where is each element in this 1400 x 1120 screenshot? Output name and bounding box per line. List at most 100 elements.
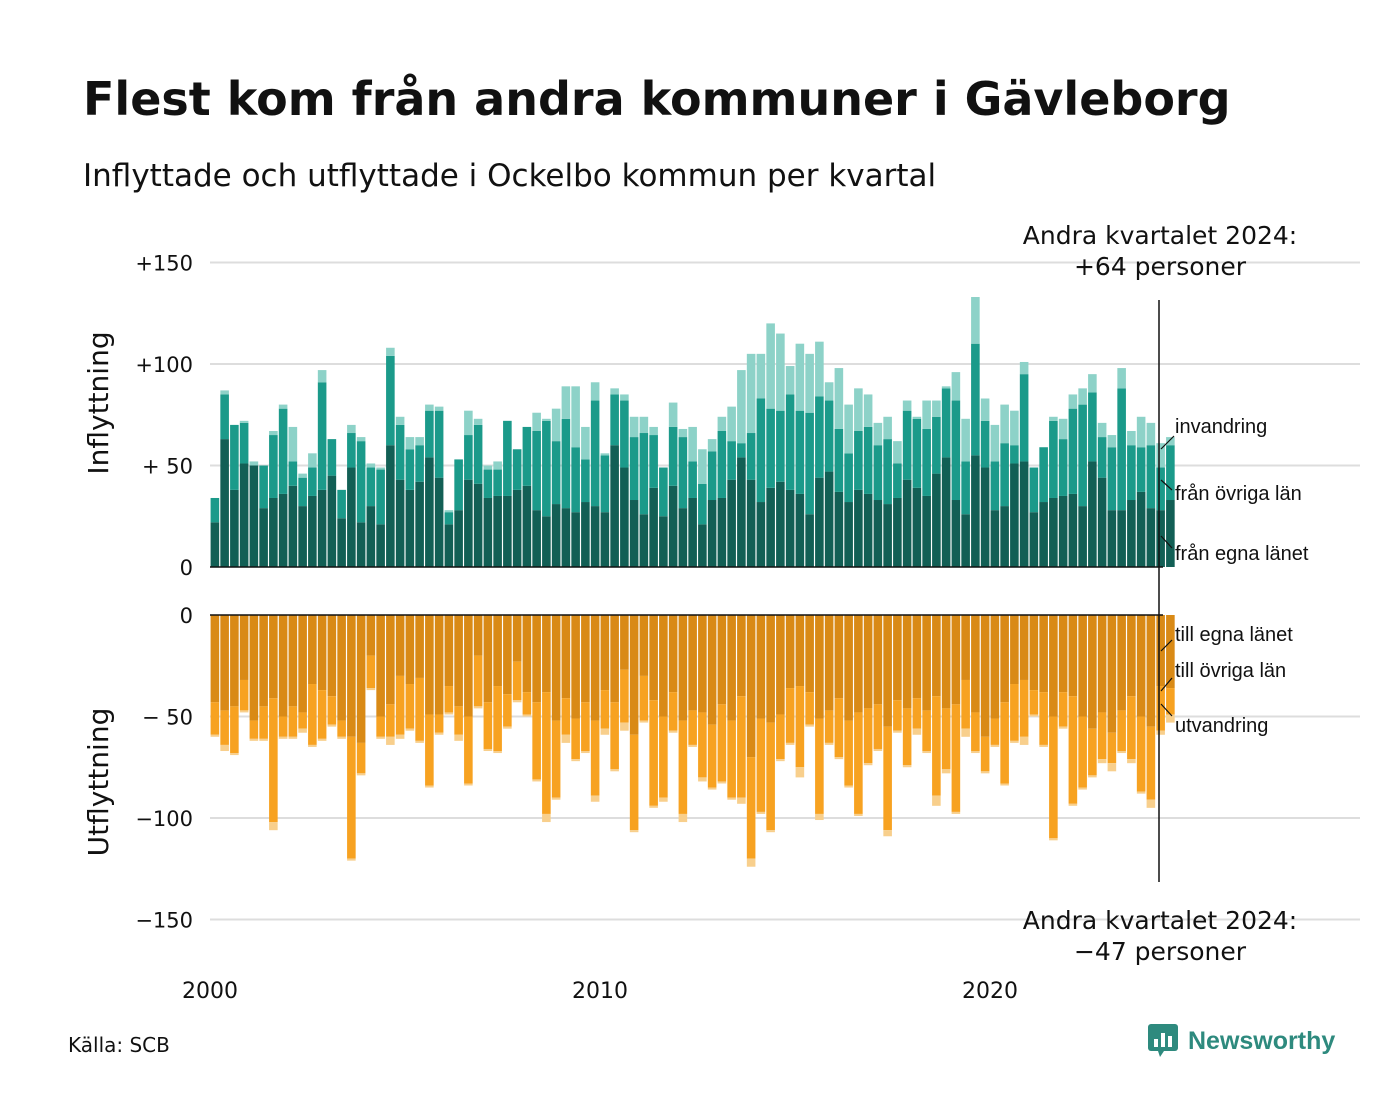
bar-in-0 xyxy=(932,473,941,567)
bar-in-1 xyxy=(347,433,356,468)
y-tick-label: +150 xyxy=(135,252,193,276)
bar-in-1 xyxy=(1010,445,1019,464)
bar-out-1 xyxy=(776,714,785,760)
label-leader-line xyxy=(1160,703,1173,717)
bar-out-1 xyxy=(317,690,327,739)
bar-out-0 xyxy=(688,615,697,711)
bar-in-1 xyxy=(551,441,561,505)
bar-out-0 xyxy=(776,615,785,715)
bar-out-2 xyxy=(1039,744,1048,747)
bar-out-2 xyxy=(230,753,239,756)
bar-out-2 xyxy=(922,751,931,754)
bar-out-1 xyxy=(961,679,970,729)
bar-out-1 xyxy=(620,669,629,723)
bar-in-2 xyxy=(717,416,727,431)
bar-in-0 xyxy=(902,479,912,567)
bar-out-2 xyxy=(678,813,688,823)
bar-out-2 xyxy=(971,751,980,754)
bar-in-0 xyxy=(230,489,239,567)
bar-out-0 xyxy=(269,615,278,699)
bar-out-0 xyxy=(1010,615,1019,685)
bar-out-2 xyxy=(278,736,288,739)
bar-in-1 xyxy=(717,430,727,498)
bar-out-0 xyxy=(512,615,522,662)
bar-out-2 xyxy=(425,785,434,788)
bar-out-2 xyxy=(1107,763,1117,772)
bar-out-1 xyxy=(610,702,619,770)
bar-out-2 xyxy=(581,751,590,754)
bar-in-2 xyxy=(395,416,405,425)
bar-out-2 xyxy=(317,738,327,741)
bar-out-2 xyxy=(961,728,970,737)
bar-in-0 xyxy=(308,495,317,567)
bar-out-2 xyxy=(347,858,356,861)
bar-in-0 xyxy=(844,502,853,567)
bar-in-1 xyxy=(659,467,668,517)
bar-out-0 xyxy=(932,615,941,697)
bar-out-2 xyxy=(854,813,863,816)
bar-out-1 xyxy=(532,702,541,780)
bar-out-2 xyxy=(600,728,610,735)
brand-name: Newsworthy xyxy=(1188,1026,1336,1055)
bar-in-1 xyxy=(971,343,980,456)
bar-out-1 xyxy=(1049,716,1058,839)
bar-in-2 xyxy=(483,465,493,470)
bar-in-1 xyxy=(912,418,922,488)
bar-in-2 xyxy=(1058,418,1068,440)
y-tick-label: 0 xyxy=(180,556,193,580)
bar-in-1 xyxy=(220,394,229,440)
bar-in-0 xyxy=(785,489,795,567)
bar-out-1 xyxy=(259,706,268,739)
inflow-bars xyxy=(210,297,1175,567)
bar-out-0 xyxy=(971,615,980,713)
bar-out-2 xyxy=(1078,787,1087,790)
bar-out-1 xyxy=(1166,688,1175,715)
bar-out-1 xyxy=(551,720,561,798)
x-tick-label: 2000 xyxy=(182,979,238,1000)
bar-out-1 xyxy=(766,722,775,831)
bar-out-1 xyxy=(220,710,229,745)
bar-out-0 xyxy=(347,615,356,737)
bar-in-1 xyxy=(863,426,873,494)
bar-in-0 xyxy=(347,467,356,567)
bar-in-2 xyxy=(912,416,922,419)
bar-in-0 xyxy=(649,487,658,567)
x-tick-label: 2020 xyxy=(962,979,1018,1000)
bar-out-0 xyxy=(1078,615,1087,717)
bar-out-2 xyxy=(1088,775,1097,778)
bar-out-0 xyxy=(834,615,844,699)
bar-in-0 xyxy=(873,500,883,567)
bar-in-0 xyxy=(980,467,990,567)
bar-in-1 xyxy=(610,394,619,446)
bar-out-0 xyxy=(454,615,463,707)
bar-out-2 xyxy=(376,736,385,739)
bar-in-0 xyxy=(1029,512,1039,567)
bar-out-1 xyxy=(990,718,1000,745)
bar-out-1 xyxy=(464,716,473,784)
bar-in-2 xyxy=(590,382,600,401)
bar-in-0 xyxy=(1088,461,1097,567)
bar-in-1 xyxy=(961,461,970,515)
bar-out-0 xyxy=(386,615,395,705)
bar-in-2 xyxy=(776,333,785,411)
bar-out-1 xyxy=(659,716,668,798)
label-leader-line xyxy=(1160,435,1175,450)
bar-in-1 xyxy=(532,430,541,511)
bar-in-0 xyxy=(561,508,571,567)
bar-in-2 xyxy=(1166,437,1175,446)
bar-out-1 xyxy=(893,700,902,731)
bar-out-1 xyxy=(902,708,912,766)
bar-out-0 xyxy=(854,615,863,713)
bar-in-2 xyxy=(405,437,415,450)
bar-in-1 xyxy=(854,430,863,490)
bar-in-2 xyxy=(386,347,395,356)
bar-in-0 xyxy=(912,487,922,567)
bar-out-2 xyxy=(659,797,668,802)
bar-in-1 xyxy=(941,388,951,458)
bar-in-1 xyxy=(746,433,756,480)
bar-in-2 xyxy=(1117,368,1126,389)
bar-in-2 xyxy=(532,412,541,431)
bar-out-1 xyxy=(249,720,259,739)
bar-in-1 xyxy=(795,410,805,494)
bar-in-1 xyxy=(444,512,454,525)
